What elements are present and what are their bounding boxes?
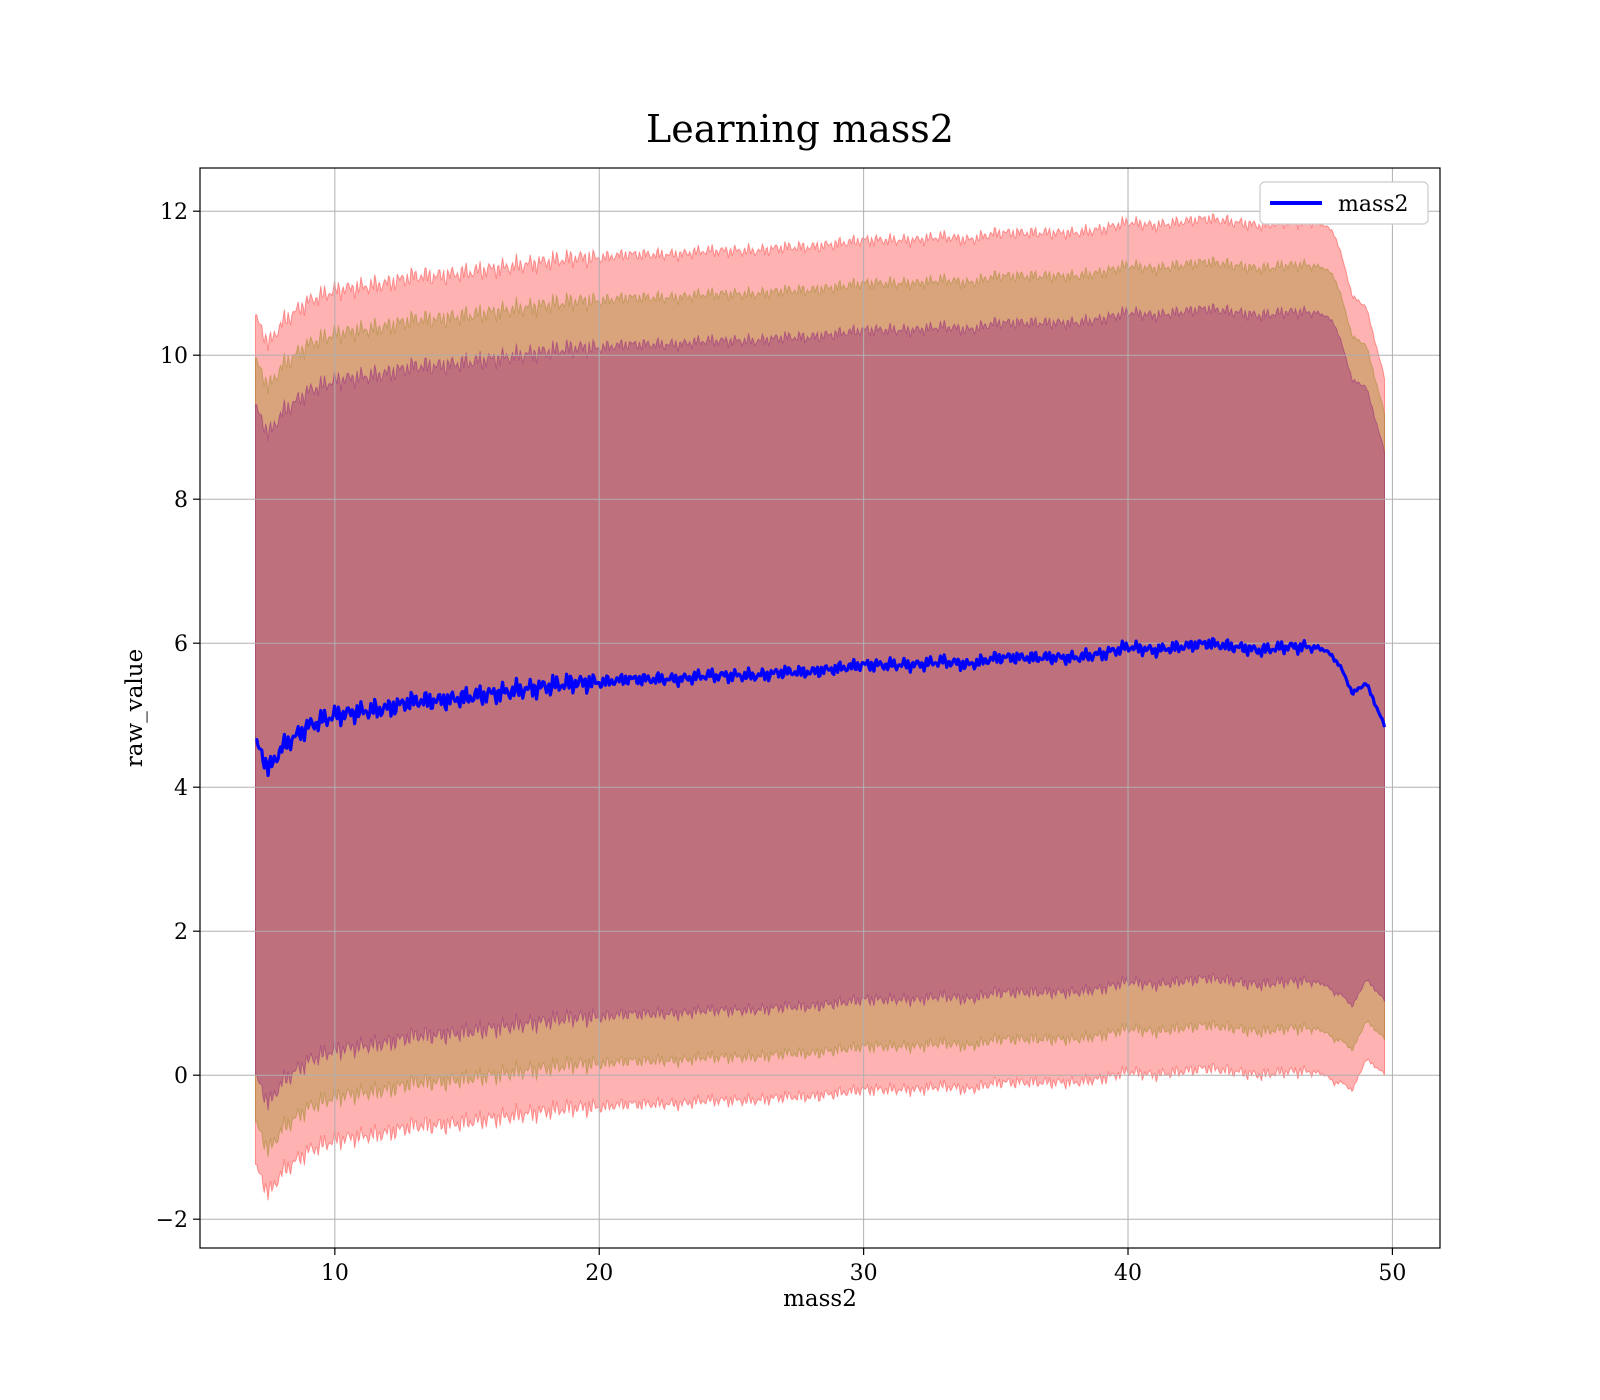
- plot-area: [199, 167, 1441, 1249]
- y-axis-label: raw_value: [122, 649, 148, 767]
- band-2-sigma: [255, 256, 1385, 1158]
- series-lines: [255, 637, 1387, 778]
- x-tick-label: 50: [1378, 1261, 1406, 1286]
- y-tick-label: −2: [156, 1208, 188, 1233]
- y-axis-ticks: −2 0 2 4 6 8 10 12: [156, 200, 200, 1233]
- confidence-bands: [255, 212, 1385, 1201]
- legend: mass2: [1259, 181, 1429, 225]
- plot-frame: [199, 167, 1441, 1249]
- y-tick-label: 0: [174, 1064, 188, 1089]
- x-tick-label: 30: [850, 1261, 878, 1286]
- x-tick-label: 10: [321, 1261, 349, 1286]
- band-1-sigma: [255, 302, 1385, 1111]
- y-tick-label: 8: [174, 488, 188, 513]
- chart-title: Learning mass2: [646, 107, 954, 151]
- x-tick-label: 40: [1114, 1261, 1142, 1286]
- x-axis-label: mass2: [783, 1286, 857, 1312]
- series-line-mass2: [255, 637, 1387, 778]
- x-axis-ticks: 10 20 30 40 50: [321, 1248, 1406, 1286]
- x-tick-label: 20: [585, 1261, 613, 1286]
- legend-box: [1259, 181, 1429, 225]
- y-tick-label: 2: [174, 920, 188, 945]
- y-tick-label: 10: [160, 344, 188, 369]
- legend-label-mass2: mass2: [1338, 192, 1409, 217]
- grid: [200, 168, 1440, 1248]
- y-tick-label: 12: [160, 200, 188, 225]
- y-tick-label: 6: [174, 632, 188, 657]
- y-tick-label: 4: [174, 776, 188, 801]
